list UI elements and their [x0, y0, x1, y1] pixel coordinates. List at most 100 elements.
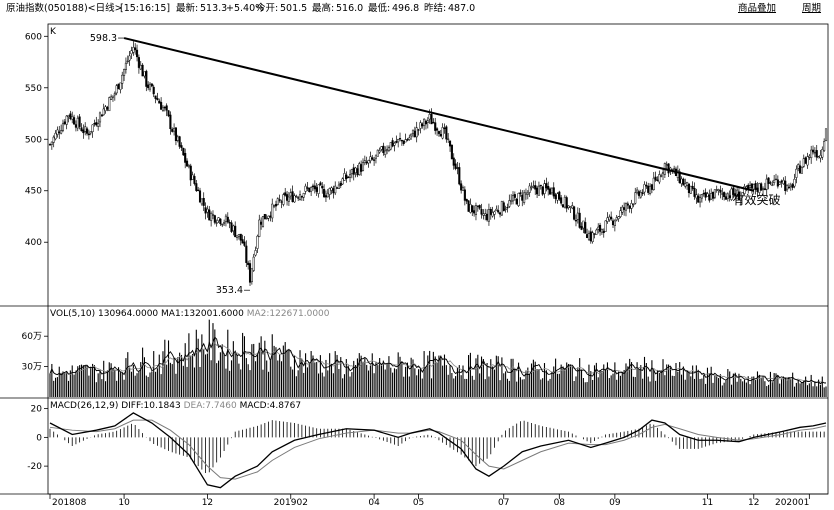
candle-body: [439, 134, 442, 137]
candle: [169, 111, 172, 135]
candle: [95, 116, 98, 127]
candle: [354, 166, 357, 178]
candle: [52, 135, 55, 148]
candle-body: [573, 206, 576, 220]
candle-body: [673, 168, 676, 170]
overlay-button[interactable]: 商品叠加: [738, 3, 777, 14]
period-button[interactable]: 周期: [802, 3, 822, 14]
candle-body: [404, 139, 407, 143]
candle: [682, 177, 685, 186]
candle: [304, 183, 307, 195]
x-tick-label: 10: [118, 498, 130, 508]
candle-body: [519, 192, 522, 194]
candle: [752, 183, 755, 195]
candle-body: [482, 213, 485, 216]
candle: [613, 219, 616, 232]
candle: [173, 123, 176, 136]
candle-body: [182, 147, 185, 156]
candle: [336, 186, 339, 189]
candle-body: [484, 213, 487, 216]
candle-body: [206, 208, 209, 213]
candle-body: [243, 241, 246, 246]
candle: [763, 182, 766, 191]
candle-body: [767, 177, 770, 184]
candle-body: [406, 139, 409, 141]
candle-body: [152, 86, 155, 95]
candle-body: [600, 228, 603, 233]
candle: [521, 190, 524, 207]
candle: [230, 220, 233, 234]
candle: [717, 188, 720, 196]
candle: [208, 206, 211, 221]
candle: [500, 200, 503, 217]
candle: [211, 210, 215, 220]
candle-body: [419, 122, 422, 129]
candle: [791, 182, 794, 191]
candle: [158, 98, 161, 104]
candle-body: [376, 149, 379, 157]
candle: [380, 145, 383, 152]
candle: [269, 211, 272, 222]
x-tick-label: 202001: [775, 498, 809, 508]
candle-body: [728, 195, 731, 198]
candle: [437, 130, 440, 137]
candle: [417, 128, 420, 136]
candle-body: [237, 234, 240, 237]
candle: [350, 168, 353, 179]
candle: [691, 181, 694, 191]
candle: [589, 227, 592, 244]
candle-body: [645, 185, 648, 187]
candle-body: [567, 205, 570, 208]
candle-body: [202, 197, 205, 206]
candle-body: [737, 191, 741, 201]
x-tick-label: 07: [498, 498, 509, 508]
candle-body: [130, 50, 133, 55]
candle: [254, 246, 257, 257]
candle: [282, 192, 285, 207]
candle: [513, 191, 516, 201]
candle: [423, 118, 426, 131]
candle-body: [319, 182, 322, 186]
candle: [604, 220, 607, 232]
candle: [98, 111, 102, 128]
candle-body: [537, 185, 540, 196]
candle: [130, 46, 133, 59]
candle-body: [161, 106, 165, 111]
candle: [300, 195, 303, 201]
candle-body: [302, 193, 305, 198]
low-annotation: 353.4: [216, 285, 243, 296]
candle-body: [754, 183, 757, 190]
candle: [295, 194, 298, 198]
candle: [82, 124, 85, 139]
candle: [632, 203, 635, 208]
candle-body: [354, 167, 357, 173]
candle-body: [667, 163, 670, 174]
candle: [543, 179, 546, 199]
candle-body: [293, 195, 296, 203]
candle: [767, 177, 770, 190]
candle-body: [524, 192, 528, 195]
candle-body: [141, 64, 144, 77]
candle: [537, 181, 540, 196]
candle-body: [113, 93, 116, 96]
candle-body: [804, 157, 807, 164]
last-value: 513.3: [200, 3, 228, 14]
candle: [402, 139, 405, 146]
candle: [773, 175, 776, 186]
price-tick-label: 500: [25, 135, 42, 145]
candle: [89, 131, 92, 136]
candle: [397, 138, 400, 148]
candle: [73, 114, 76, 125]
candle-body: [371, 157, 374, 160]
candle: [54, 130, 57, 141]
candle: [113, 91, 116, 101]
candle-body: [250, 268, 253, 283]
candle: [556, 192, 559, 204]
candle: [554, 192, 557, 204]
candle-body: [50, 141, 53, 145]
candle: [784, 176, 787, 195]
candle-body: [739, 195, 742, 201]
candle: [387, 145, 390, 153]
candle-body: [652, 177, 655, 190]
